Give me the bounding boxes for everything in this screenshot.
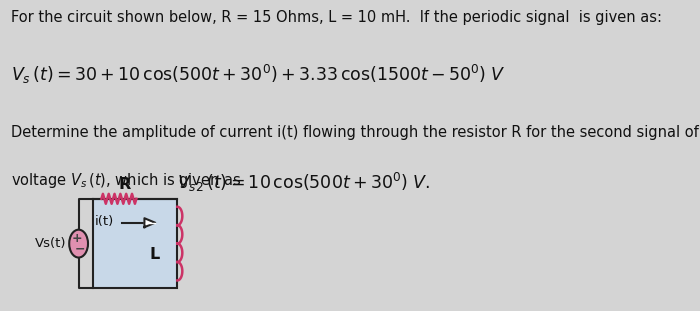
Text: Vs(t): Vs(t) (35, 237, 66, 250)
Text: $V_s\,(t) = 30 + 10\,\cos\!\left(500t + 30^0\right) + 3.33\,\cos\!\left(1500t - : $V_s\,(t) = 30 + 10\,\cos\!\left(500t + … (11, 63, 505, 86)
Bar (93, 199, 177, 288)
Text: L: L (150, 247, 160, 262)
Text: i(t): i(t) (94, 215, 113, 228)
Text: R: R (118, 177, 131, 192)
Text: Determine the amplitude of current i(t) flowing through the resistor R for the s: Determine the amplitude of current i(t) … (11, 124, 700, 140)
Text: +: + (72, 232, 83, 245)
Text: $V_{s2}\,(t) = 10\,\cos\!\left(500t + 30^0\right)\; V.$: $V_{s2}\,(t) = 10\,\cos\!\left(500t + 30… (177, 171, 430, 194)
Text: −: − (75, 242, 85, 255)
Circle shape (69, 230, 88, 258)
Text: For the circuit shown below, R = 15 Ohms, L = 10 mH.  If the periodic signal  is: For the circuit shown below, R = 15 Ohms… (11, 10, 662, 25)
Text: voltage $V_s\,(t)$, which is given as: voltage $V_s\,(t)$, which is given as (11, 171, 241, 190)
Polygon shape (144, 218, 155, 227)
